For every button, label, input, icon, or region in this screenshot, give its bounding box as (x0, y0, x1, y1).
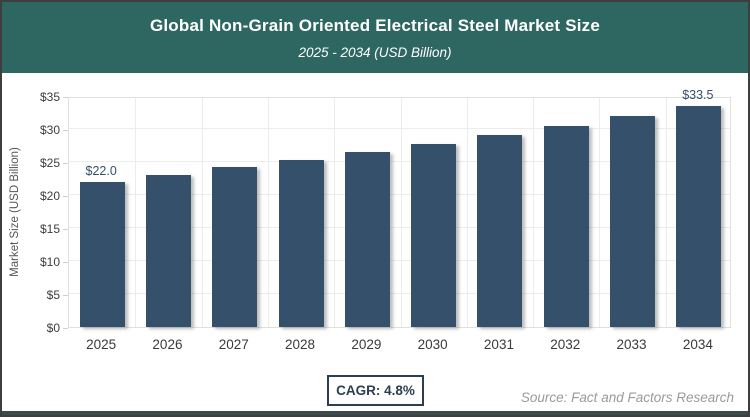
x-gridline (466, 98, 468, 327)
y-gridline (69, 293, 730, 294)
x-gridline (267, 98, 269, 327)
x-gridline (599, 98, 601, 327)
y-gridline (69, 128, 730, 129)
x-gridline (533, 98, 535, 327)
bar (344, 152, 390, 327)
y-tick-label: $0 (46, 321, 60, 335)
bar (676, 105, 722, 327)
bar (79, 181, 125, 327)
y-tick-label: $25 (39, 156, 60, 170)
x-tick-label: 2031 (483, 337, 514, 352)
y-tick-mark (63, 328, 68, 329)
chart-header: Global Non-Grain Oriented Electrical Ste… (2, 2, 748, 73)
y-tick-label: $15 (39, 222, 60, 236)
y-tick-label: $10 (39, 255, 60, 269)
y-tick-mark (63, 262, 68, 263)
y-gridline (69, 227, 730, 228)
bar (610, 115, 656, 327)
cagr-badge: CAGR: 4.8% (327, 375, 424, 406)
x-tick-label: 2032 (550, 337, 581, 352)
y-gridline (69, 161, 730, 162)
y-tick-mark (63, 196, 68, 197)
x-tick-label: 2033 (616, 337, 647, 352)
x-tick-label: 2029 (351, 337, 382, 352)
bar (145, 174, 191, 327)
x-tick-label: 2028 (285, 337, 316, 352)
x-tick-label: 2025 (86, 337, 117, 352)
x-tick-label: 2034 (682, 337, 713, 352)
x-gridline (400, 98, 402, 327)
chart-subtitle: 2025 - 2034 (USD Billion) (298, 45, 452, 60)
y-tick-label: $20 (39, 189, 60, 203)
y-gridline (69, 260, 730, 261)
bar-value-label: $22.0 (85, 163, 117, 178)
x-tick-label: 2026 (152, 337, 183, 352)
bar-value-label: $33.5 (682, 87, 714, 102)
y-tick-mark (63, 229, 68, 230)
x-gridline (201, 98, 203, 327)
bar (411, 143, 457, 327)
y-tick-mark (63, 130, 68, 131)
y-tick-mark (63, 163, 68, 164)
y-gridline (69, 194, 730, 195)
x-gridline (665, 98, 667, 327)
x-tick-label: 2027 (218, 337, 249, 352)
bar (543, 125, 589, 327)
y-tick-label: $5 (46, 288, 60, 302)
cagr-label: CAGR: 4.8% (336, 383, 415, 398)
plot-area (68, 97, 731, 328)
x-tick-label: 2030 (417, 337, 448, 352)
footer-strip (2, 411, 748, 415)
y-tick-mark (63, 295, 68, 296)
y-tick-mark (63, 97, 68, 98)
bar (212, 167, 258, 327)
chart-title: Global Non-Grain Oriented Electrical Ste… (149, 16, 601, 35)
x-gridline (135, 98, 137, 327)
y-tick-label: $35 (39, 90, 60, 104)
x-gridline (334, 98, 336, 327)
y-tick-label: $30 (39, 123, 60, 137)
bar (278, 160, 324, 327)
bar (477, 134, 523, 327)
source-attribution: Source: Fact and Factors Research (520, 390, 734, 405)
